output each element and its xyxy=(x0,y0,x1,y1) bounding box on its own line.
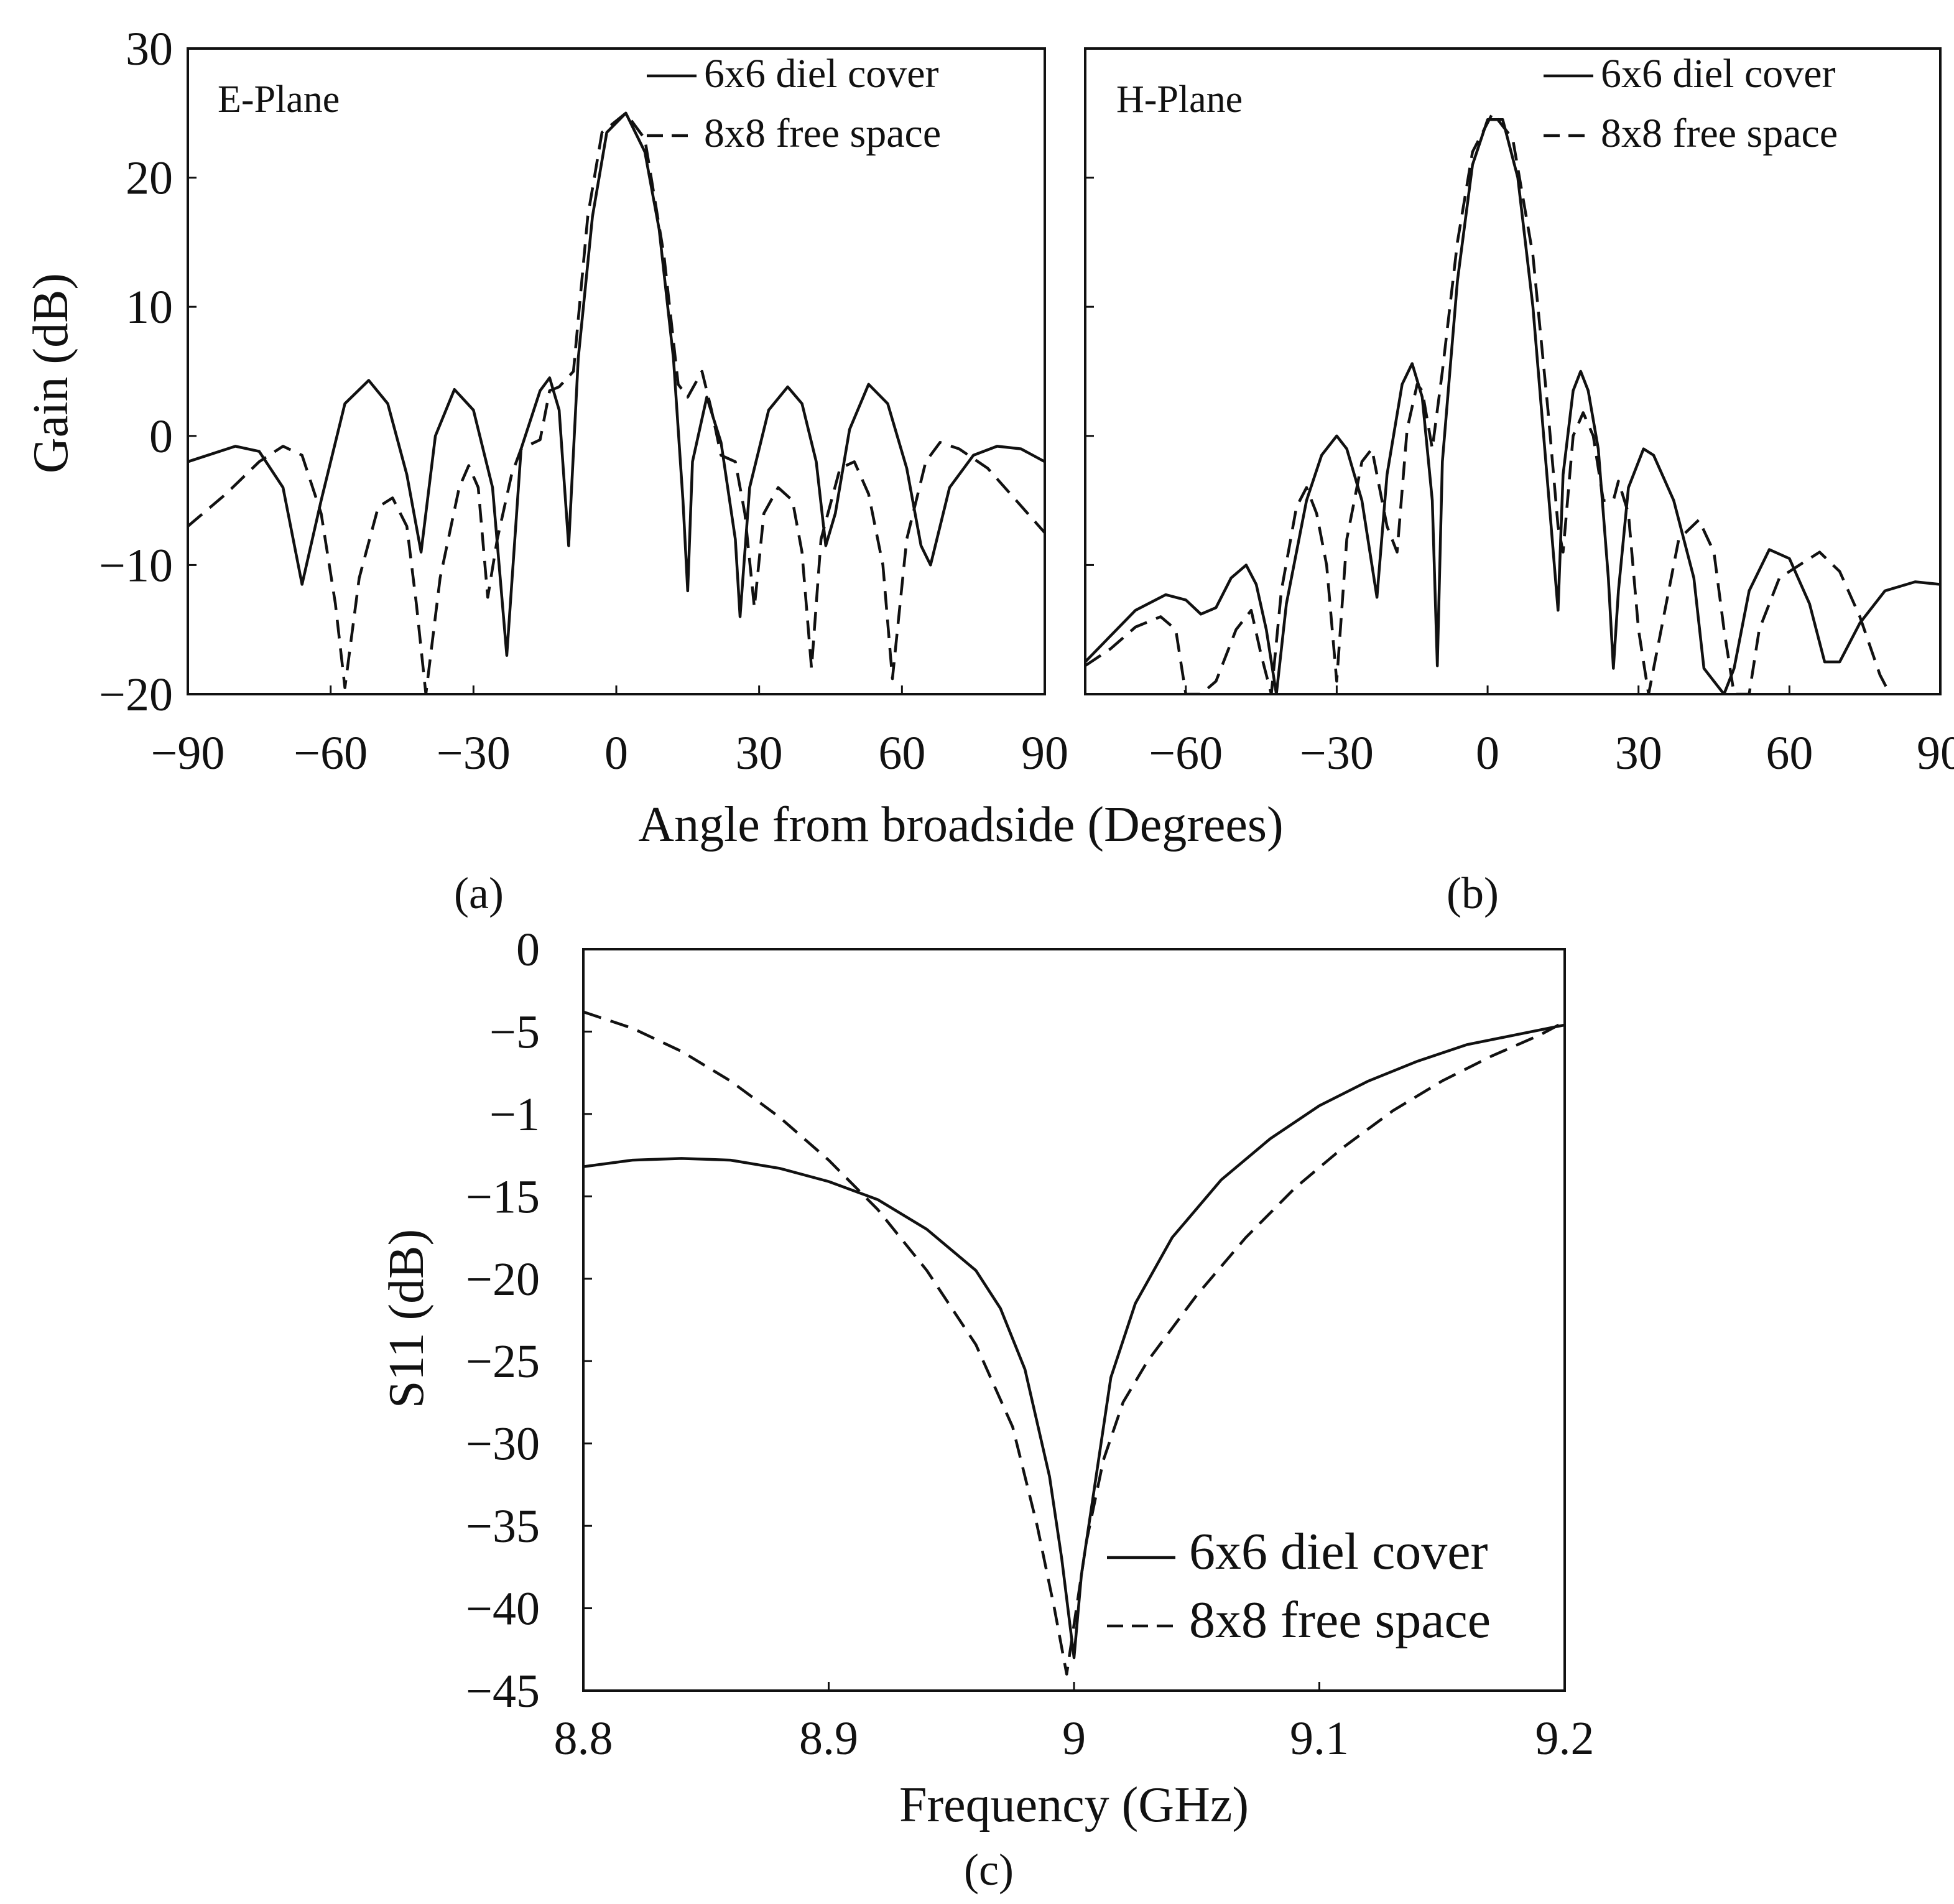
x-tick-label: 90 xyxy=(1021,727,1068,779)
legend-label-8x8-free-space: 8x8 free space xyxy=(1189,1591,1491,1649)
y-tick-label: −5 xyxy=(489,1006,540,1058)
y-tick-label: −20 xyxy=(99,669,173,721)
chart-b: −60 −30 0 30 60 90 H-Plane 6x6 diel cover 8x8 fr… xyxy=(1084,47,1954,779)
panel-label-c: (c) xyxy=(964,1845,1014,1895)
x-tick-label: 9 xyxy=(1062,1712,1086,1765)
x-tick-label: −90 xyxy=(151,727,225,779)
x-tick-label: 60 xyxy=(878,727,925,779)
plane-title-b: H-Plane xyxy=(1116,78,1243,121)
y-axis-title-a: Gain (dB) xyxy=(24,273,78,473)
y-tick-label: 10 xyxy=(126,281,173,333)
x-tick-label: 60 xyxy=(1766,727,1813,779)
plot-frame-b xyxy=(1084,47,1942,695)
chart-c: 8.8 8.9 9 9.1 9.2 0 −5 −1 −15 −20 −25 −30 −35 −40 −45 6… xyxy=(379,924,1595,1832)
x-tick-label: 8.9 xyxy=(799,1712,858,1765)
legend-label-8x8-free-space: 8x8 free space xyxy=(704,111,941,156)
x-tick-label: 0 xyxy=(604,727,628,779)
y-tick-label: 0 xyxy=(516,924,540,976)
x-tick-label: 30 xyxy=(736,727,783,779)
series-line-c-8x8-free-space xyxy=(583,1010,1565,1676)
y-tick-label: 0 xyxy=(149,411,173,463)
legend-label-6x6-diel-cover: 6x6 diel cover xyxy=(1189,1523,1488,1581)
x-tick-label: 90 xyxy=(1917,727,1954,779)
y-tick-label: −20 xyxy=(466,1253,540,1306)
legend-label-6x6-diel-cover: 6x6 diel cover xyxy=(1601,51,1836,96)
x-tick-label: −30 xyxy=(437,727,511,779)
x-tick-label: −60 xyxy=(1149,727,1223,779)
plane-title-a: E-Plane xyxy=(218,78,340,121)
series-line-b-6x6-diel-cover xyxy=(1085,118,1940,694)
legend-label-8x8-free-space: 8x8 free space xyxy=(1601,111,1838,156)
shared-x-axis-title: Angle from broadside (Degrees) xyxy=(638,797,1283,852)
chart-a: −90 −60 −30 0 30 60 90 30 20 10 0 −10 −20 E-Plane 6x6 … xyxy=(24,23,1068,779)
y-tick-label: 30 xyxy=(126,23,173,75)
y-tick-label: −25 xyxy=(466,1335,540,1388)
x-tick-label: 9.1 xyxy=(1290,1712,1349,1765)
y-tick-label: −35 xyxy=(466,1500,540,1553)
series-line-c-6x6-diel-cover xyxy=(583,1023,1565,1660)
y-tick-label: 20 xyxy=(126,152,173,205)
y-tick-label: −45 xyxy=(466,1665,540,1717)
panel-label-b: (b) xyxy=(1447,868,1499,918)
y-tick-label: −10 xyxy=(99,539,173,592)
x-tick-label: −30 xyxy=(1300,727,1374,779)
legend-label-6x6-diel-cover: 6x6 diel cover xyxy=(704,51,939,96)
series-line-a-8x8-free-space xyxy=(188,111,1045,694)
y-axis-title-c: S11 (dB) xyxy=(379,1229,434,1408)
x-tick-label: 8.8 xyxy=(554,1712,613,1765)
x-tick-label: 9.2 xyxy=(1535,1712,1595,1765)
y-tick-label: −40 xyxy=(466,1583,540,1635)
x-tick-label: 0 xyxy=(1476,727,1499,779)
panel-label-a: (a) xyxy=(454,868,504,918)
y-tick-label: −15 xyxy=(466,1171,540,1223)
y-tick-label: −1 xyxy=(489,1089,540,1141)
y-tick-label: −30 xyxy=(466,1418,540,1470)
x-tick-label: 30 xyxy=(1615,727,1662,779)
series-line-a-6x6-diel-cover xyxy=(188,111,1045,657)
x-axis-title-c: Frequency (GHz) xyxy=(899,1778,1249,1832)
series-line-b-8x8-free-space xyxy=(1085,111,1892,694)
x-tick-label: −60 xyxy=(294,727,368,779)
